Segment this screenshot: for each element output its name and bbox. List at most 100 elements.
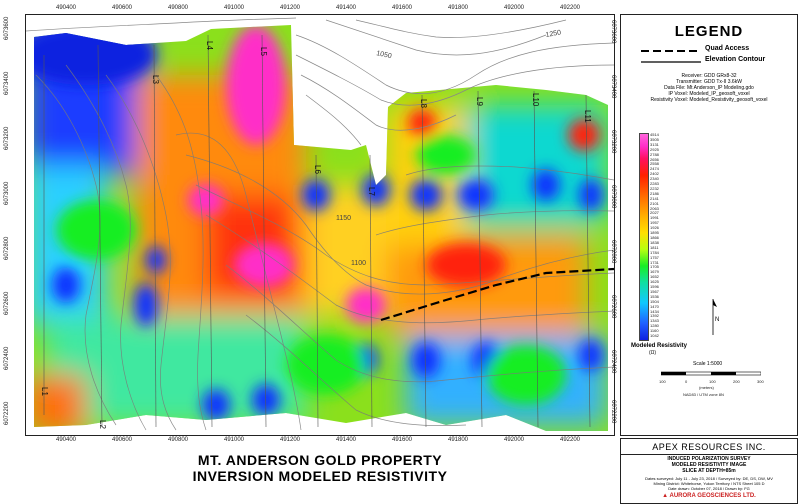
- colorbar-value: 1757: [650, 254, 659, 260]
- colorbar-value: 1596: [650, 284, 659, 290]
- easting-tick: 490600: [112, 437, 133, 443]
- colorbar-value: 1567: [650, 288, 659, 294]
- easting-tick: 491800: [448, 5, 469, 11]
- line-label-l6: L6: [313, 165, 322, 174]
- info-data-file: Data File: Mt Anderson_IP Modeling.gdo: [664, 85, 754, 91]
- contour-label: 1100: [351, 260, 366, 267]
- survey-type: INDUCED POLARIZATION SURVEY: [667, 456, 751, 462]
- easting-tick: 491600: [392, 437, 413, 443]
- colorbar-value: 2474: [650, 166, 659, 172]
- colorbar-value: 1652: [650, 274, 659, 280]
- easting-tick: 492200: [560, 5, 581, 11]
- line-label-l11: L11: [583, 110, 592, 123]
- easting-tick: 490400: [56, 437, 77, 443]
- colorbar-value: 1957: [650, 220, 659, 226]
- line-label-l3: L3: [151, 75, 160, 84]
- colorbar-value: 1343: [650, 318, 659, 324]
- aurora-logo: ▲ AURORA GEOSCIENCES LTD.: [621, 493, 797, 499]
- colorbar-value: 1470: [650, 303, 659, 309]
- easting-tick: 491000: [224, 5, 245, 11]
- colorbar-value: 2656: [650, 156, 659, 162]
- north-arrow-icon: N: [712, 299, 719, 335]
- colorbar-value: 2027: [650, 210, 659, 216]
- mining-district: Mining District: Whitehorse, Yukon Terri…: [653, 481, 765, 486]
- image-type: MODELED RESISTIVITY IMAGE: [671, 462, 747, 468]
- info-resistivity-voxel: Resistivity Voxel: Modeled_Resistivity_g…: [650, 97, 768, 103]
- colorbar-value: 2141: [650, 195, 659, 201]
- scale-tick: 0: [685, 379, 688, 384]
- easting-tick: 491400: [336, 5, 357, 11]
- northing-tick: 6073200: [4, 126, 10, 150]
- aurora-logo-text: AURORA GEOSCIENCES LTD.: [669, 493, 756, 499]
- colorbar-value: 2063: [650, 205, 659, 211]
- elevation-contour-symbol: [641, 61, 701, 63]
- legend-title: LEGEND: [674, 23, 744, 40]
- colorbar-value: 2186: [650, 190, 659, 196]
- colorbar-value: 1991: [650, 215, 659, 221]
- info-ip-voxel: IP Voxel: Modeled_IP_geosoft_voxel: [668, 91, 750, 97]
- scale-unit: (meters): [699, 385, 714, 390]
- northing-tick: 6072200: [610, 400, 616, 424]
- title-line-2: INVERSION MODELED RESISTIVITY: [192, 468, 448, 484]
- northing-tick: 6072800: [4, 236, 10, 260]
- northing-tick: 6072600: [610, 295, 616, 319]
- line-label-l5: L5: [259, 47, 268, 56]
- line-label-l9: L9: [475, 97, 484, 106]
- northing-tick: 6073400: [4, 71, 10, 95]
- info-transmitter: Transmitter: GDD Tx-II 3.6kW: [676, 79, 742, 85]
- easting-tick: 490800: [168, 437, 189, 443]
- resistivity-heatmap: 1050 1250 1100 1150 L1 L2 L3 L4 L5 L6 L7…: [26, 15, 614, 435]
- contour-label: 1150: [336, 215, 351, 222]
- resistivity-colorbar: [639, 133, 649, 341]
- map-title: MT. ANDERSON GOLD PROPERTY INVERSION MOD…: [150, 452, 490, 484]
- colorbar-value: 1679: [650, 269, 659, 275]
- colorbar-value: 1536: [650, 293, 659, 299]
- colorbar-value: 3505: [650, 136, 659, 142]
- dates-surveyed: Dates surveyed: July 11 - July 23, 2018 …: [645, 476, 773, 481]
- contour-label: 1250: [545, 29, 562, 39]
- colorbar-value: 1042: [650, 333, 659, 339]
- colorbar-value: 2402: [650, 171, 659, 177]
- northing-tick: 6073200: [610, 130, 616, 154]
- colorbar-value: 2925: [650, 146, 659, 152]
- northing-tick: 6072400: [4, 346, 10, 370]
- colorbar-value: 1731: [650, 259, 659, 265]
- northing-tick: 6072200: [4, 401, 10, 425]
- svg-text:N: N: [715, 317, 719, 323]
- colorbar-value: 3131: [650, 141, 659, 147]
- northing-tick: 6073600: [4, 16, 10, 40]
- easting-tick: 491800: [448, 437, 469, 443]
- easting-tick: 490400: [56, 5, 77, 11]
- colorbar-value: 1705: [650, 264, 659, 270]
- colorbar-value: 1280: [650, 323, 659, 329]
- northing-tick: 6072800: [610, 240, 616, 264]
- colorbar-value: 1504: [650, 298, 659, 304]
- title-line-1: MT. ANDERSON GOLD PROPERTY: [197, 452, 443, 468]
- colorbar-value: 2340: [650, 176, 659, 182]
- resistivity-map: 1050 1250 1100 1150 L1 L2 L3 L4 L5 L6 L7…: [25, 14, 615, 436]
- colorbar-value: 1392: [650, 313, 659, 319]
- northing-tick: 6072400: [610, 350, 616, 374]
- colorbar-value: 1866: [650, 235, 659, 240]
- colorbar-value: 1811: [650, 244, 659, 250]
- scale-bar: [661, 371, 761, 376]
- easting-tick: 491400: [336, 437, 357, 443]
- colorbar-value: 1434: [650, 308, 659, 314]
- colorbar-value: 2558: [650, 161, 659, 167]
- slice-depth: SLICE AT DEPTH=85m: [682, 468, 736, 474]
- easting-tick: 491200: [280, 437, 301, 443]
- northing-tick: 6072600: [4, 291, 10, 315]
- easting-tick: 491200: [280, 5, 301, 11]
- easting-tick: 490600: [112, 5, 133, 11]
- colorbar-value: 1838: [650, 239, 659, 245]
- line-label-l10: L10: [531, 93, 540, 107]
- scale-tick: 200: [733, 379, 740, 384]
- colorbar-value: 1625: [650, 279, 659, 285]
- quad-access-label: Quad Access: [705, 45, 750, 52]
- scale-label: Scale 1:5000: [693, 361, 723, 367]
- easting-tick: 490800: [168, 5, 189, 11]
- line-label-l2: L2: [98, 420, 107, 429]
- line-label-l7: L7: [367, 187, 376, 196]
- company-name: APEX RESOURCES INC.: [621, 442, 797, 455]
- line-label-l8: L8: [419, 99, 428, 108]
